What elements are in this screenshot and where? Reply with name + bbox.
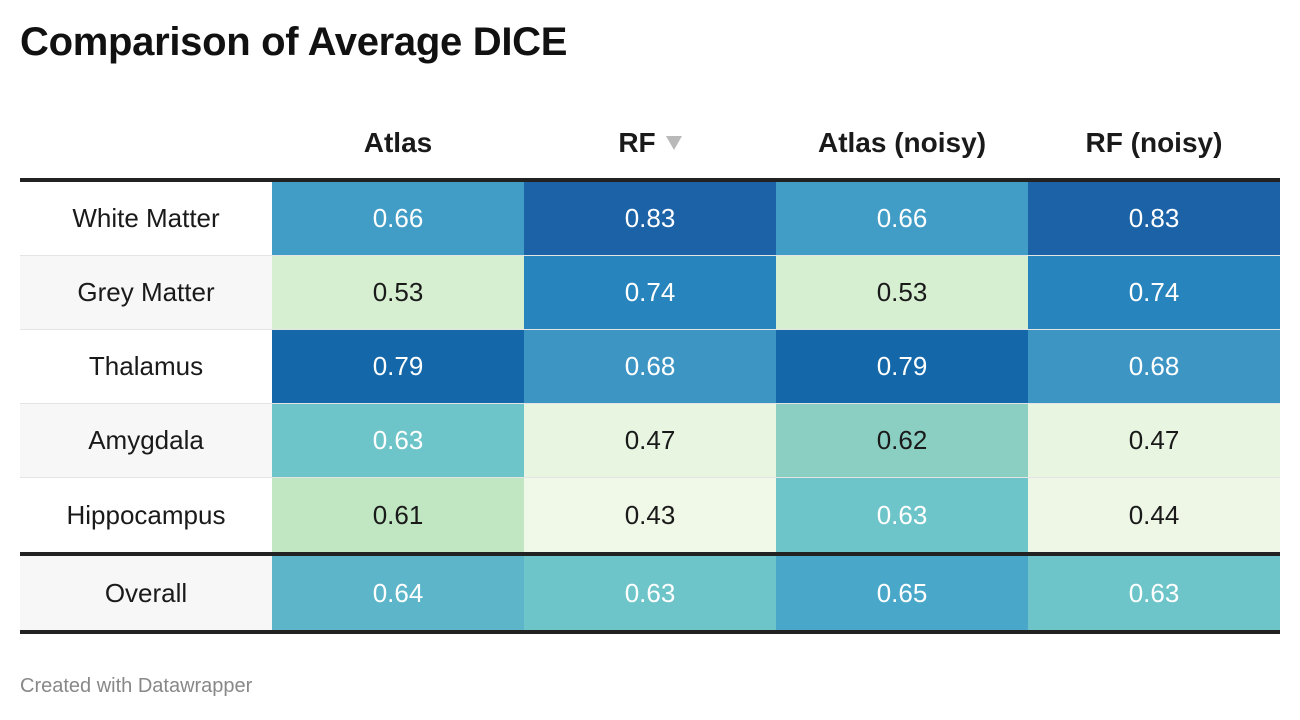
value-cell: 0.68 — [1028, 330, 1280, 403]
attribution-footer: Created with Datawrapper — [20, 675, 253, 697]
chart-title: Comparison of Average DICE — [20, 20, 568, 64]
value-cell: 0.43 — [524, 478, 776, 552]
table-row: Amygdala 0.63 0.47 0.62 0.47 — [20, 404, 1280, 478]
row-label: Amygdala — [20, 404, 272, 477]
value-cell: 0.83 — [524, 182, 776, 255]
column-header-rf-noisy[interactable]: RF (noisy) — [1028, 127, 1280, 159]
column-header-label: RF (noisy) — [1085, 127, 1223, 158]
header-divider — [20, 178, 1280, 182]
header-corner — [20, 108, 272, 178]
value-cell: 0.74 — [524, 256, 776, 329]
table-row: Hippocampus 0.61 0.43 0.63 0.44 — [20, 478, 1280, 552]
table-bottom-rule — [20, 630, 1280, 634]
table-body: White Matter 0.66 0.83 0.66 0.83 Grey Matter 0… — [20, 182, 1280, 552]
dice-table: Atlas RF Atlas (noisy) RF (noisy) White … — [20, 108, 1280, 634]
column-header-atlas[interactable]: Atlas — [272, 127, 524, 159]
value-cell: 0.47 — [1028, 404, 1280, 477]
value-cell: 0.61 — [272, 478, 524, 552]
column-header-atlas-noisy[interactable]: Atlas (noisy) — [776, 127, 1028, 159]
header-row: Atlas RF Atlas (noisy) RF (noisy) — [20, 108, 1280, 178]
row-label: White Matter — [72, 203, 220, 233]
value-cell: 0.66 — [776, 182, 1028, 255]
value-cell: 0.79 — [776, 330, 1028, 403]
value-cell: 0.63 — [776, 478, 1028, 552]
summary-cell: 0.63 — [1028, 556, 1280, 630]
value-cell: 0.83 — [1028, 182, 1280, 255]
summary-row: Overall 0.64 0.63 0.65 0.63 — [20, 556, 1280, 630]
value-cell: 0.53 — [776, 256, 1028, 329]
table-row: Grey Matter 0.53 0.74 0.53 0.74 — [20, 256, 1280, 330]
table-row: Thalamus 0.79 0.68 0.79 0.68 — [20, 330, 1280, 404]
row-label: Thalamus — [88, 351, 204, 381]
value-cell: 0.74 — [1028, 256, 1280, 329]
value-cell: 0.66 — [272, 182, 524, 255]
value-cell: 0.53 — [272, 256, 524, 329]
value-cell: 0.47 — [524, 404, 776, 477]
summary-divider — [20, 552, 1280, 556]
table-row: White Matter 0.66 0.83 0.66 0.83 — [20, 182, 1280, 256]
row-label: Hippocampus — [66, 499, 226, 530]
summary-cell: 0.65 — [776, 556, 1028, 630]
value-cell: 0.44 — [1028, 478, 1280, 552]
summary-cell: 0.64 — [272, 556, 524, 630]
value-cell: 0.62 — [776, 404, 1028, 477]
sort-descending-icon[interactable] — [665, 135, 682, 150]
row-label-overall: Overall — [20, 556, 272, 630]
column-header-label: Atlas (noisy) — [817, 127, 987, 158]
column-header-label: Atlas — [363, 127, 433, 158]
value-cell: 0.79 — [272, 330, 524, 403]
column-header-label: RF — [618, 127, 656, 158]
summary-cell: 0.63 — [524, 556, 776, 630]
column-header-rf[interactable]: RF — [524, 127, 776, 159]
value-cell: 0.63 — [272, 404, 524, 477]
row-label: Grey Matter — [20, 256, 272, 329]
value-cell: 0.68 — [524, 330, 776, 403]
